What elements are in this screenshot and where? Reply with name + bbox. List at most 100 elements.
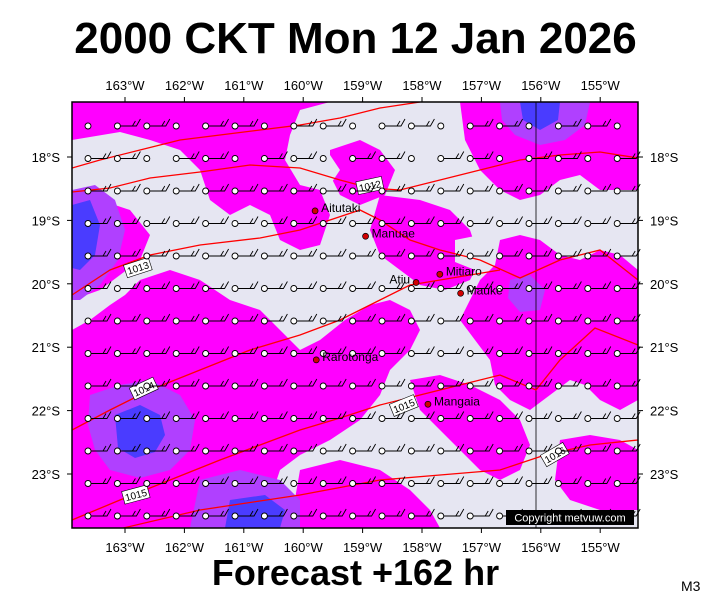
- wind-barb: [525, 443, 553, 455]
- lon-tick-label: 160°W: [284, 78, 324, 93]
- wind-barb: [113, 508, 141, 520]
- wind-barb: [143, 118, 171, 130]
- wind-barb: [319, 183, 347, 195]
- wind-barb: [466, 346, 494, 357]
- wind-barb: [84, 281, 112, 292]
- wind-barb: [172, 378, 200, 390]
- wind-barb: [554, 346, 582, 357]
- lon-tick-label: 157°W: [462, 540, 502, 555]
- wind-barb: [113, 346, 141, 357]
- wind-barb: [143, 346, 171, 357]
- place-marker: Manuae: [362, 226, 415, 240]
- wind-barbs: [84, 118, 641, 520]
- wind-barb: [349, 313, 376, 325]
- wind-barb: [466, 378, 494, 390]
- wind-barb: [378, 183, 406, 195]
- wind-barb: [407, 155, 415, 162]
- lat-tick-label: 22°S: [32, 404, 61, 419]
- wind-barb: [466, 313, 494, 325]
- wind-barb: [290, 508, 318, 520]
- wind-barb: [584, 281, 612, 292]
- wind-barb: [437, 443, 465, 455]
- wind-barb: [143, 248, 171, 260]
- wind-barb: [349, 248, 376, 260]
- wind-barb: [113, 313, 141, 325]
- wind-barb: [349, 476, 376, 487]
- wind-barb: [466, 281, 494, 292]
- wind-barb: [496, 443, 523, 455]
- wind-barb: [437, 476, 465, 487]
- wind-barb: [584, 411, 612, 422]
- lon-tick-label: 162°W: [165, 78, 205, 93]
- wind-barb: [378, 508, 406, 520]
- wind-barb: [466, 183, 494, 195]
- wind-barb: [84, 183, 112, 195]
- lon-tick-label: 155°W: [581, 78, 621, 93]
- wind-barb: [349, 346, 376, 357]
- wind-barb: [231, 443, 259, 455]
- wind-barb: [84, 346, 112, 357]
- wind-barb: [466, 411, 494, 422]
- wind-barb: [202, 476, 229, 487]
- wind-barb: [260, 216, 288, 227]
- wind-barb: [496, 118, 523, 130]
- wind-barb: [231, 313, 259, 325]
- wind-barb: [260, 508, 288, 520]
- wind-barb: [496, 476, 523, 487]
- wind-barb: [407, 346, 435, 357]
- wind-barb: [260, 313, 288, 325]
- wind-barb: [231, 216, 259, 227]
- wind-barb: [378, 118, 406, 130]
- place-marker: Mangaia: [424, 394, 480, 408]
- wind-barb: [260, 443, 288, 455]
- wind-barb: [319, 216, 347, 227]
- wind-barb: [260, 411, 288, 422]
- wind-barb: [113, 216, 141, 227]
- lon-tick-label: 159°W: [343, 540, 383, 555]
- wind-barb: [143, 281, 171, 292]
- lat-tick-label: 23°S: [650, 467, 679, 482]
- wind-barb: [172, 476, 200, 487]
- wind-barb: [202, 411, 229, 422]
- lat-tick-label: 23°S: [32, 467, 61, 482]
- wind-barb: [172, 183, 200, 195]
- lat-tick-label: 21°S: [32, 340, 61, 355]
- wind-barb: [437, 248, 465, 260]
- wind-barb: [290, 443, 318, 455]
- longitude-axis: 163°W 163°W 162°W 162°W 161°W 161°W 160°W 160°W…: [105, 78, 620, 555]
- wind-barb: [113, 443, 141, 455]
- wind-barb: [290, 248, 318, 260]
- wind-barb: [319, 248, 347, 260]
- wind-barb: [260, 122, 268, 130]
- wind-barb: [84, 151, 112, 162]
- wind-barb: [496, 216, 523, 227]
- wind-barb: [319, 346, 347, 357]
- wind-barb: [172, 411, 200, 422]
- wind-barb: [143, 216, 171, 227]
- wind-barb: [260, 476, 288, 487]
- wind-barb: [437, 313, 465, 325]
- wind-barb: [407, 443, 435, 455]
- wind-barb: [172, 151, 200, 162]
- wind-barb: [202, 313, 229, 325]
- wind-barb: [319, 378, 347, 390]
- wind-barb: [290, 151, 318, 162]
- wind-barb: [172, 216, 200, 227]
- wind-barb: [378, 281, 406, 292]
- wind-barb: [407, 248, 435, 260]
- wind-barb: [437, 346, 465, 357]
- wind-barb: [554, 378, 582, 390]
- copyright-text: Copyright metvuw.com: [514, 513, 625, 525]
- wind-barb: [231, 378, 259, 390]
- wind-barb: [554, 313, 582, 325]
- wind-barb: [290, 346, 318, 357]
- wind-barb: [378, 151, 406, 162]
- wind-barb: [496, 155, 504, 162]
- wind-barb: [378, 248, 406, 260]
- wind-barb: [525, 216, 553, 227]
- lon-tick-label: 163°W: [105, 78, 145, 93]
- lon-tick-label: 155°W: [581, 540, 621, 555]
- wind-barb: [319, 155, 327, 162]
- wind-barb: [319, 118, 347, 130]
- wind-barb: [172, 443, 200, 455]
